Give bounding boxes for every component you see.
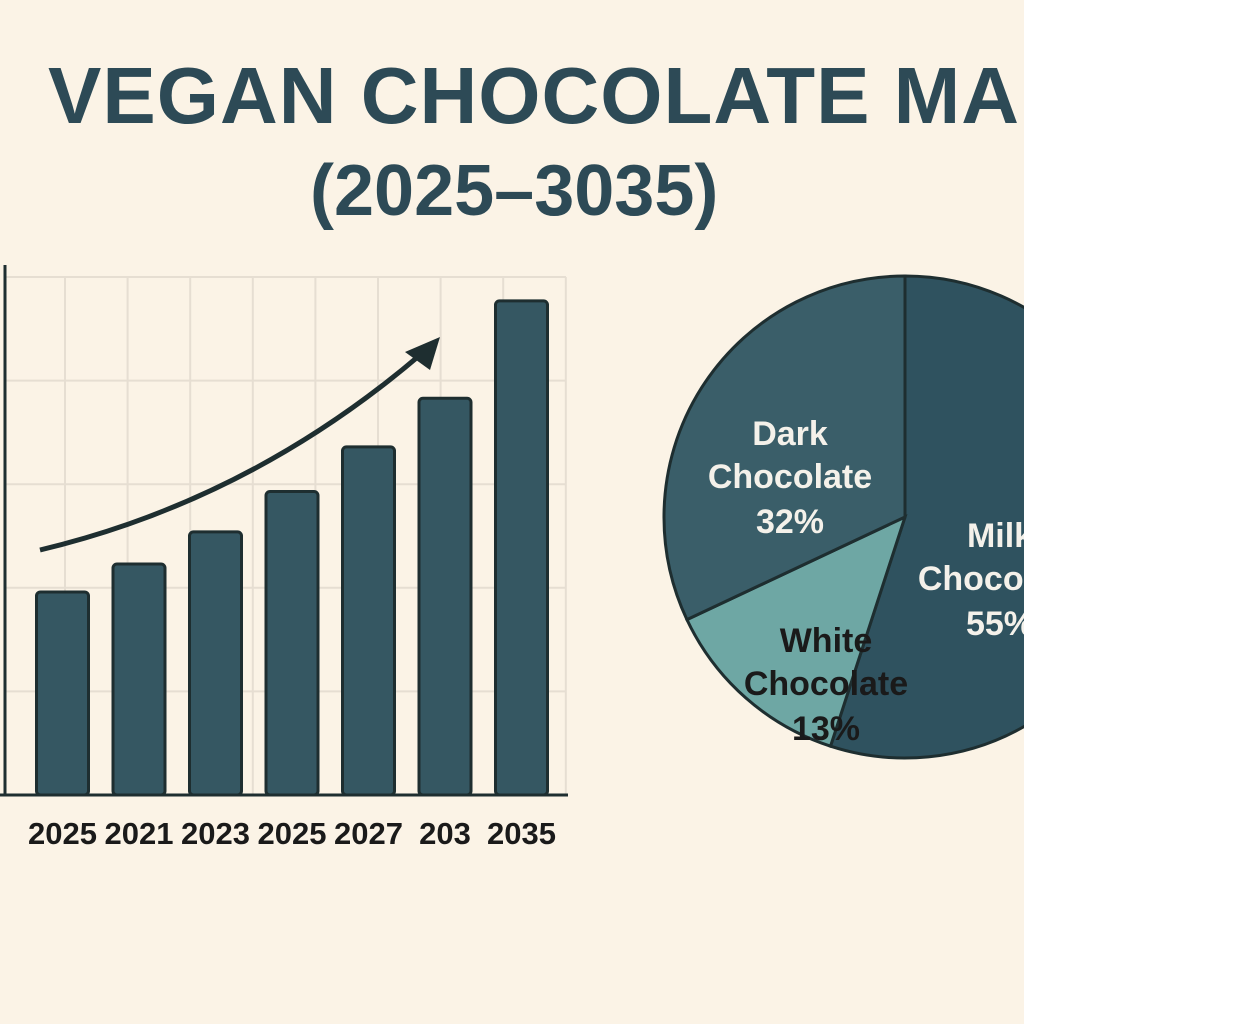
bar — [35, 590, 90, 797]
x-tick-label: 2025 — [28, 816, 97, 851]
bar — [111, 562, 167, 797]
x-tick-label: 2025 — [258, 816, 327, 851]
trend-arrow — [39, 353, 422, 553]
bar — [417, 396, 473, 797]
pie-slice — [662, 274, 907, 622]
chart-title: VEGAN CHOCOLATE MARK — [48, 51, 1024, 140]
slice-label: Milk Chocolate — [917, 517, 1024, 598]
x-tick-label: 2023 — [181, 816, 250, 851]
slice-value: 55% — [965, 605, 1024, 643]
slice-value: 32% — [755, 503, 825, 541]
chart-subtitle: (2025–3035) — [310, 151, 719, 231]
chart: 5202520212023202520272032035 — [0, 265, 1024, 851]
x-tick-label: 2021 — [105, 816, 174, 851]
x-tick-label: 2027 — [334, 816, 403, 851]
bar — [264, 489, 320, 797]
arrow-head — [405, 337, 440, 370]
slice-label: White Chocolate — [743, 622, 909, 703]
x-tick-label: 203 — [419, 816, 471, 851]
infographic: VEGAN CHOCOLATE MARK (2025–3035) 5202520… — [0, 0, 1024, 1024]
bar — [494, 299, 549, 797]
bar — [188, 530, 243, 797]
pie-slice — [684, 514, 908, 749]
slice-label: Dark Chocolate — [707, 415, 873, 496]
pie-slice — [828, 274, 1024, 760]
slice-value: 13% — [791, 710, 861, 748]
x-tick-label: 2035 — [487, 816, 556, 851]
bar — [341, 445, 396, 797]
